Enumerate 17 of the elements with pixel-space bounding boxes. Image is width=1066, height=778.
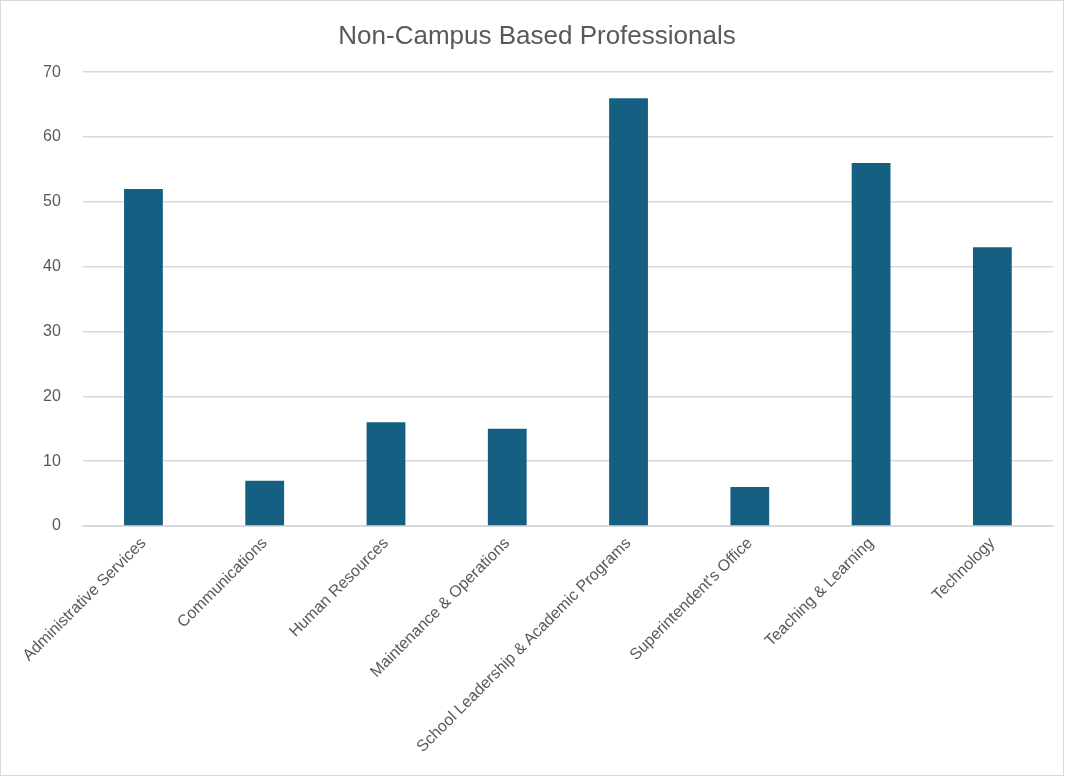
bar [366, 422, 406, 526]
y-tick-label: 50 [43, 192, 61, 210]
bar [609, 98, 648, 526]
y-tick-label: 40 [43, 257, 61, 275]
y-tick-label: 20 [43, 386, 61, 404]
bar [730, 487, 770, 526]
y-tick-label: 30 [43, 321, 61, 339]
bar [245, 480, 285, 526]
y-tick-label: 60 [43, 127, 61, 145]
y-tick-label: 10 [43, 451, 61, 469]
bar [124, 188, 163, 526]
bar [487, 428, 527, 526]
y-tick-label: 70 [43, 62, 61, 80]
chart-title: Non-Campus Based Professionals [338, 19, 736, 50]
bar [851, 162, 891, 526]
bar [972, 247, 1012, 526]
y-tick-label: 0 [51, 516, 61, 534]
